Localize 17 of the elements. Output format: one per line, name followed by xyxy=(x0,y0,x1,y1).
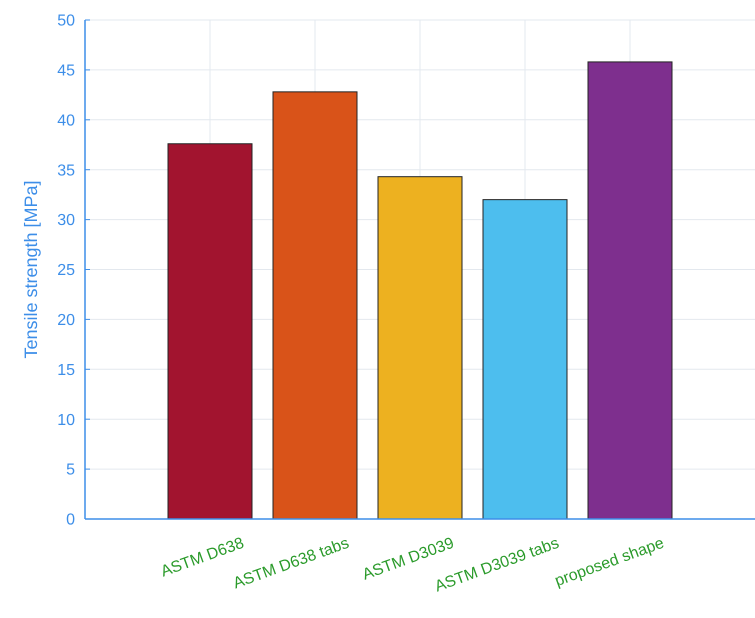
y-tick-label: 50 xyxy=(57,12,76,30)
bar xyxy=(378,176,462,520)
y-tick-label: 15 xyxy=(57,362,76,379)
bar xyxy=(588,61,672,520)
y-tick-label: 30 xyxy=(57,212,76,230)
y-tick-label: 25 xyxy=(57,262,76,280)
y-tick-label: 45 xyxy=(57,62,76,80)
y-tick-label: 10 xyxy=(57,412,76,429)
bar xyxy=(168,143,252,520)
y-tick-label: 40 xyxy=(57,112,76,130)
bar xyxy=(482,199,568,520)
y-tick-label: 20 xyxy=(57,312,76,329)
y-axis-title: Tensile strength [MPa] xyxy=(21,180,41,359)
y-tick-label: 35 xyxy=(57,162,76,180)
y-tick-label: 5 xyxy=(66,462,76,479)
y-tick-label: 0 xyxy=(66,512,76,529)
bar xyxy=(272,91,358,520)
